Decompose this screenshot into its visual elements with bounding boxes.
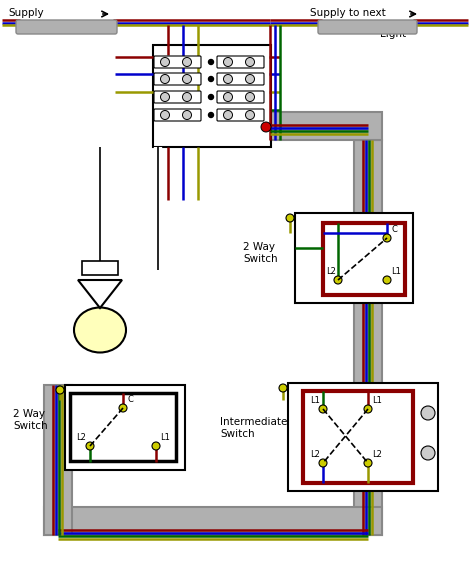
Circle shape bbox=[209, 94, 213, 99]
Text: 2 Way
Switch: 2 Way Switch bbox=[13, 409, 47, 431]
Circle shape bbox=[246, 111, 255, 120]
Circle shape bbox=[364, 405, 372, 413]
Text: Supply: Supply bbox=[8, 8, 44, 18]
FancyBboxPatch shape bbox=[318, 20, 417, 34]
FancyBboxPatch shape bbox=[217, 109, 264, 121]
FancyBboxPatch shape bbox=[154, 91, 201, 103]
Circle shape bbox=[421, 406, 435, 420]
Circle shape bbox=[224, 58, 233, 67]
Text: L2: L2 bbox=[326, 267, 336, 276]
Circle shape bbox=[86, 442, 94, 450]
Text: Light: Light bbox=[380, 29, 406, 39]
Circle shape bbox=[421, 446, 435, 460]
Text: C: C bbox=[392, 225, 398, 234]
Text: C: C bbox=[128, 395, 134, 404]
FancyBboxPatch shape bbox=[44, 507, 382, 535]
Text: L1: L1 bbox=[391, 267, 401, 276]
FancyBboxPatch shape bbox=[354, 140, 382, 535]
Circle shape bbox=[119, 404, 127, 412]
FancyBboxPatch shape bbox=[82, 261, 118, 275]
Circle shape bbox=[182, 75, 191, 84]
Text: 2 Way
Switch: 2 Way Switch bbox=[243, 242, 278, 264]
Circle shape bbox=[161, 75, 170, 84]
Circle shape bbox=[209, 59, 213, 64]
Circle shape bbox=[224, 111, 233, 120]
FancyBboxPatch shape bbox=[217, 56, 264, 68]
FancyBboxPatch shape bbox=[44, 385, 72, 535]
Circle shape bbox=[56, 386, 64, 394]
Circle shape bbox=[182, 111, 191, 120]
Text: Intermediate
Switch: Intermediate Switch bbox=[220, 417, 287, 439]
FancyBboxPatch shape bbox=[153, 45, 271, 147]
Circle shape bbox=[161, 111, 170, 120]
FancyBboxPatch shape bbox=[288, 383, 438, 491]
FancyBboxPatch shape bbox=[154, 109, 201, 121]
Circle shape bbox=[224, 93, 233, 102]
Circle shape bbox=[261, 122, 271, 132]
Text: L1: L1 bbox=[372, 396, 382, 405]
Circle shape bbox=[209, 76, 213, 81]
Circle shape bbox=[279, 384, 287, 392]
FancyBboxPatch shape bbox=[295, 213, 413, 303]
FancyBboxPatch shape bbox=[270, 112, 382, 140]
Circle shape bbox=[246, 75, 255, 84]
FancyBboxPatch shape bbox=[65, 385, 185, 470]
Circle shape bbox=[246, 58, 255, 67]
Circle shape bbox=[319, 459, 327, 467]
Circle shape bbox=[182, 93, 191, 102]
FancyBboxPatch shape bbox=[154, 56, 201, 68]
FancyBboxPatch shape bbox=[217, 91, 264, 103]
Text: L2: L2 bbox=[310, 450, 320, 459]
Circle shape bbox=[286, 214, 294, 222]
Circle shape bbox=[334, 276, 342, 284]
Circle shape bbox=[364, 459, 372, 467]
Text: Supply to next: Supply to next bbox=[310, 8, 386, 18]
Circle shape bbox=[246, 93, 255, 102]
Ellipse shape bbox=[74, 307, 126, 353]
Circle shape bbox=[152, 442, 160, 450]
Polygon shape bbox=[78, 280, 122, 308]
FancyBboxPatch shape bbox=[154, 73, 201, 85]
Text: L2: L2 bbox=[76, 433, 86, 442]
Text: L2: L2 bbox=[372, 450, 382, 459]
Text: L1: L1 bbox=[310, 396, 320, 405]
Circle shape bbox=[319, 405, 327, 413]
Circle shape bbox=[224, 75, 233, 84]
FancyBboxPatch shape bbox=[16, 20, 117, 34]
Circle shape bbox=[209, 112, 213, 118]
Circle shape bbox=[161, 58, 170, 67]
FancyBboxPatch shape bbox=[217, 73, 264, 85]
Circle shape bbox=[383, 276, 391, 284]
Circle shape bbox=[383, 234, 391, 242]
Circle shape bbox=[182, 58, 191, 67]
Circle shape bbox=[161, 93, 170, 102]
Text: L1: L1 bbox=[160, 433, 170, 442]
